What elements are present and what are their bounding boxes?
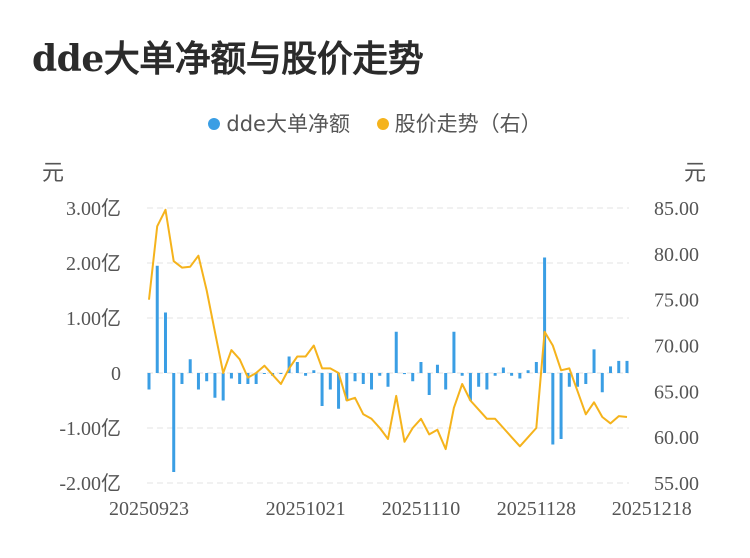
dde-bar xyxy=(304,373,308,376)
dde-bar xyxy=(163,312,167,373)
legend: dde大单净额 股价走势（右） xyxy=(0,108,750,138)
dde-bar xyxy=(295,362,299,373)
dde-bar xyxy=(617,360,621,373)
dde-bar xyxy=(567,373,571,387)
x-tick-label: 20251218 xyxy=(612,498,692,520)
dde-bar xyxy=(477,373,481,387)
dde-bar xyxy=(460,373,464,376)
chart-title: dde大单净额与股价走势 xyxy=(32,38,424,80)
y-right-tick-label: 60.00 xyxy=(654,427,699,449)
dde-bar xyxy=(378,373,382,376)
y-right-tick-label: 80.00 xyxy=(654,244,699,266)
dde-bar xyxy=(196,373,200,390)
y-left-tick-label: -1.00亿 xyxy=(59,417,121,440)
dde-bar xyxy=(147,373,151,390)
dde-bar xyxy=(402,373,406,375)
dde-bar xyxy=(353,373,357,382)
legend-label-dde: dde大单净额 xyxy=(226,112,350,136)
dde-bar xyxy=(543,257,547,373)
dde-bar xyxy=(526,370,530,373)
dde-bar xyxy=(180,373,184,384)
dde-bar xyxy=(493,373,497,376)
right-axis-unit: 元 xyxy=(684,161,707,186)
dde-bar xyxy=(435,364,439,373)
legend-item-price[interactable]: 股价走势（右） xyxy=(376,108,542,138)
dde-bar xyxy=(254,373,258,384)
dde-bar xyxy=(584,373,588,384)
legend-marker-dde xyxy=(208,118,221,130)
dde-bar xyxy=(419,362,423,373)
y-right-tick-label: 75.00 xyxy=(654,290,699,312)
dde-bar xyxy=(262,373,266,374)
dde-bar xyxy=(337,373,341,409)
dde-bar xyxy=(155,265,159,373)
dde-bar xyxy=(510,373,514,376)
dde-bar xyxy=(221,373,225,401)
x-tick-label: 20251128 xyxy=(497,498,576,520)
dde-bar xyxy=(468,373,472,401)
y-right-tick-label: 65.00 xyxy=(654,381,699,403)
dde-bar xyxy=(501,367,505,373)
dde-bar xyxy=(320,373,324,406)
y-right-tick-label: 85.00 xyxy=(654,198,699,220)
dde-bar xyxy=(370,373,374,390)
x-tick-label: 20251110 xyxy=(382,498,461,520)
dde-bar xyxy=(386,373,390,387)
y-right-tick-label: 70.00 xyxy=(654,336,699,358)
y-left-tick-label: 2.00亿 xyxy=(66,252,121,275)
dde-bar xyxy=(394,331,398,373)
dde-bar xyxy=(361,373,365,384)
dde-bar xyxy=(485,373,489,390)
dde-bar xyxy=(518,373,522,379)
legend-item-dde[interactable]: dde大单净额 xyxy=(208,108,350,138)
dde-bar xyxy=(427,373,431,395)
x-tick-label: 20251021 xyxy=(266,498,346,520)
dde-bar xyxy=(345,373,349,401)
dde-bar xyxy=(328,373,332,390)
dde-bar xyxy=(551,373,555,445)
y-left-tick-label: 1.00亿 xyxy=(66,307,121,330)
y-left-tick-label: 0 xyxy=(111,363,121,385)
dde-bar xyxy=(452,331,456,373)
dde-bar xyxy=(205,373,209,382)
dde-bar xyxy=(213,373,217,398)
y-right-tick-label: 55.00 xyxy=(654,473,699,495)
dde-bar xyxy=(444,373,448,390)
dde-bar xyxy=(559,373,563,439)
dde-bar xyxy=(229,373,233,379)
dde-bar xyxy=(411,373,415,382)
dde-bar xyxy=(576,373,580,387)
x-tick-label: 20250923 xyxy=(109,498,189,520)
left-axis-unit: 元 xyxy=(42,161,65,186)
dde-bar xyxy=(609,366,613,373)
dde-bar xyxy=(600,373,604,393)
dde-bar xyxy=(592,349,596,373)
y-left-tick-label: 3.00亿 xyxy=(66,197,121,220)
dde-bar xyxy=(172,373,176,472)
dde-bar xyxy=(279,373,283,374)
dde-bar xyxy=(188,359,192,373)
legend-marker-price xyxy=(376,118,389,130)
dde-bar xyxy=(238,373,242,384)
y-left-tick-label: -2.00亿 xyxy=(59,472,121,495)
dde-bar xyxy=(534,362,538,373)
dde-bar xyxy=(287,356,291,373)
legend-label-price: 股价走势（右） xyxy=(394,112,542,136)
dde-bar xyxy=(312,370,316,373)
price-line xyxy=(148,208,628,451)
dde-bar xyxy=(625,360,629,373)
